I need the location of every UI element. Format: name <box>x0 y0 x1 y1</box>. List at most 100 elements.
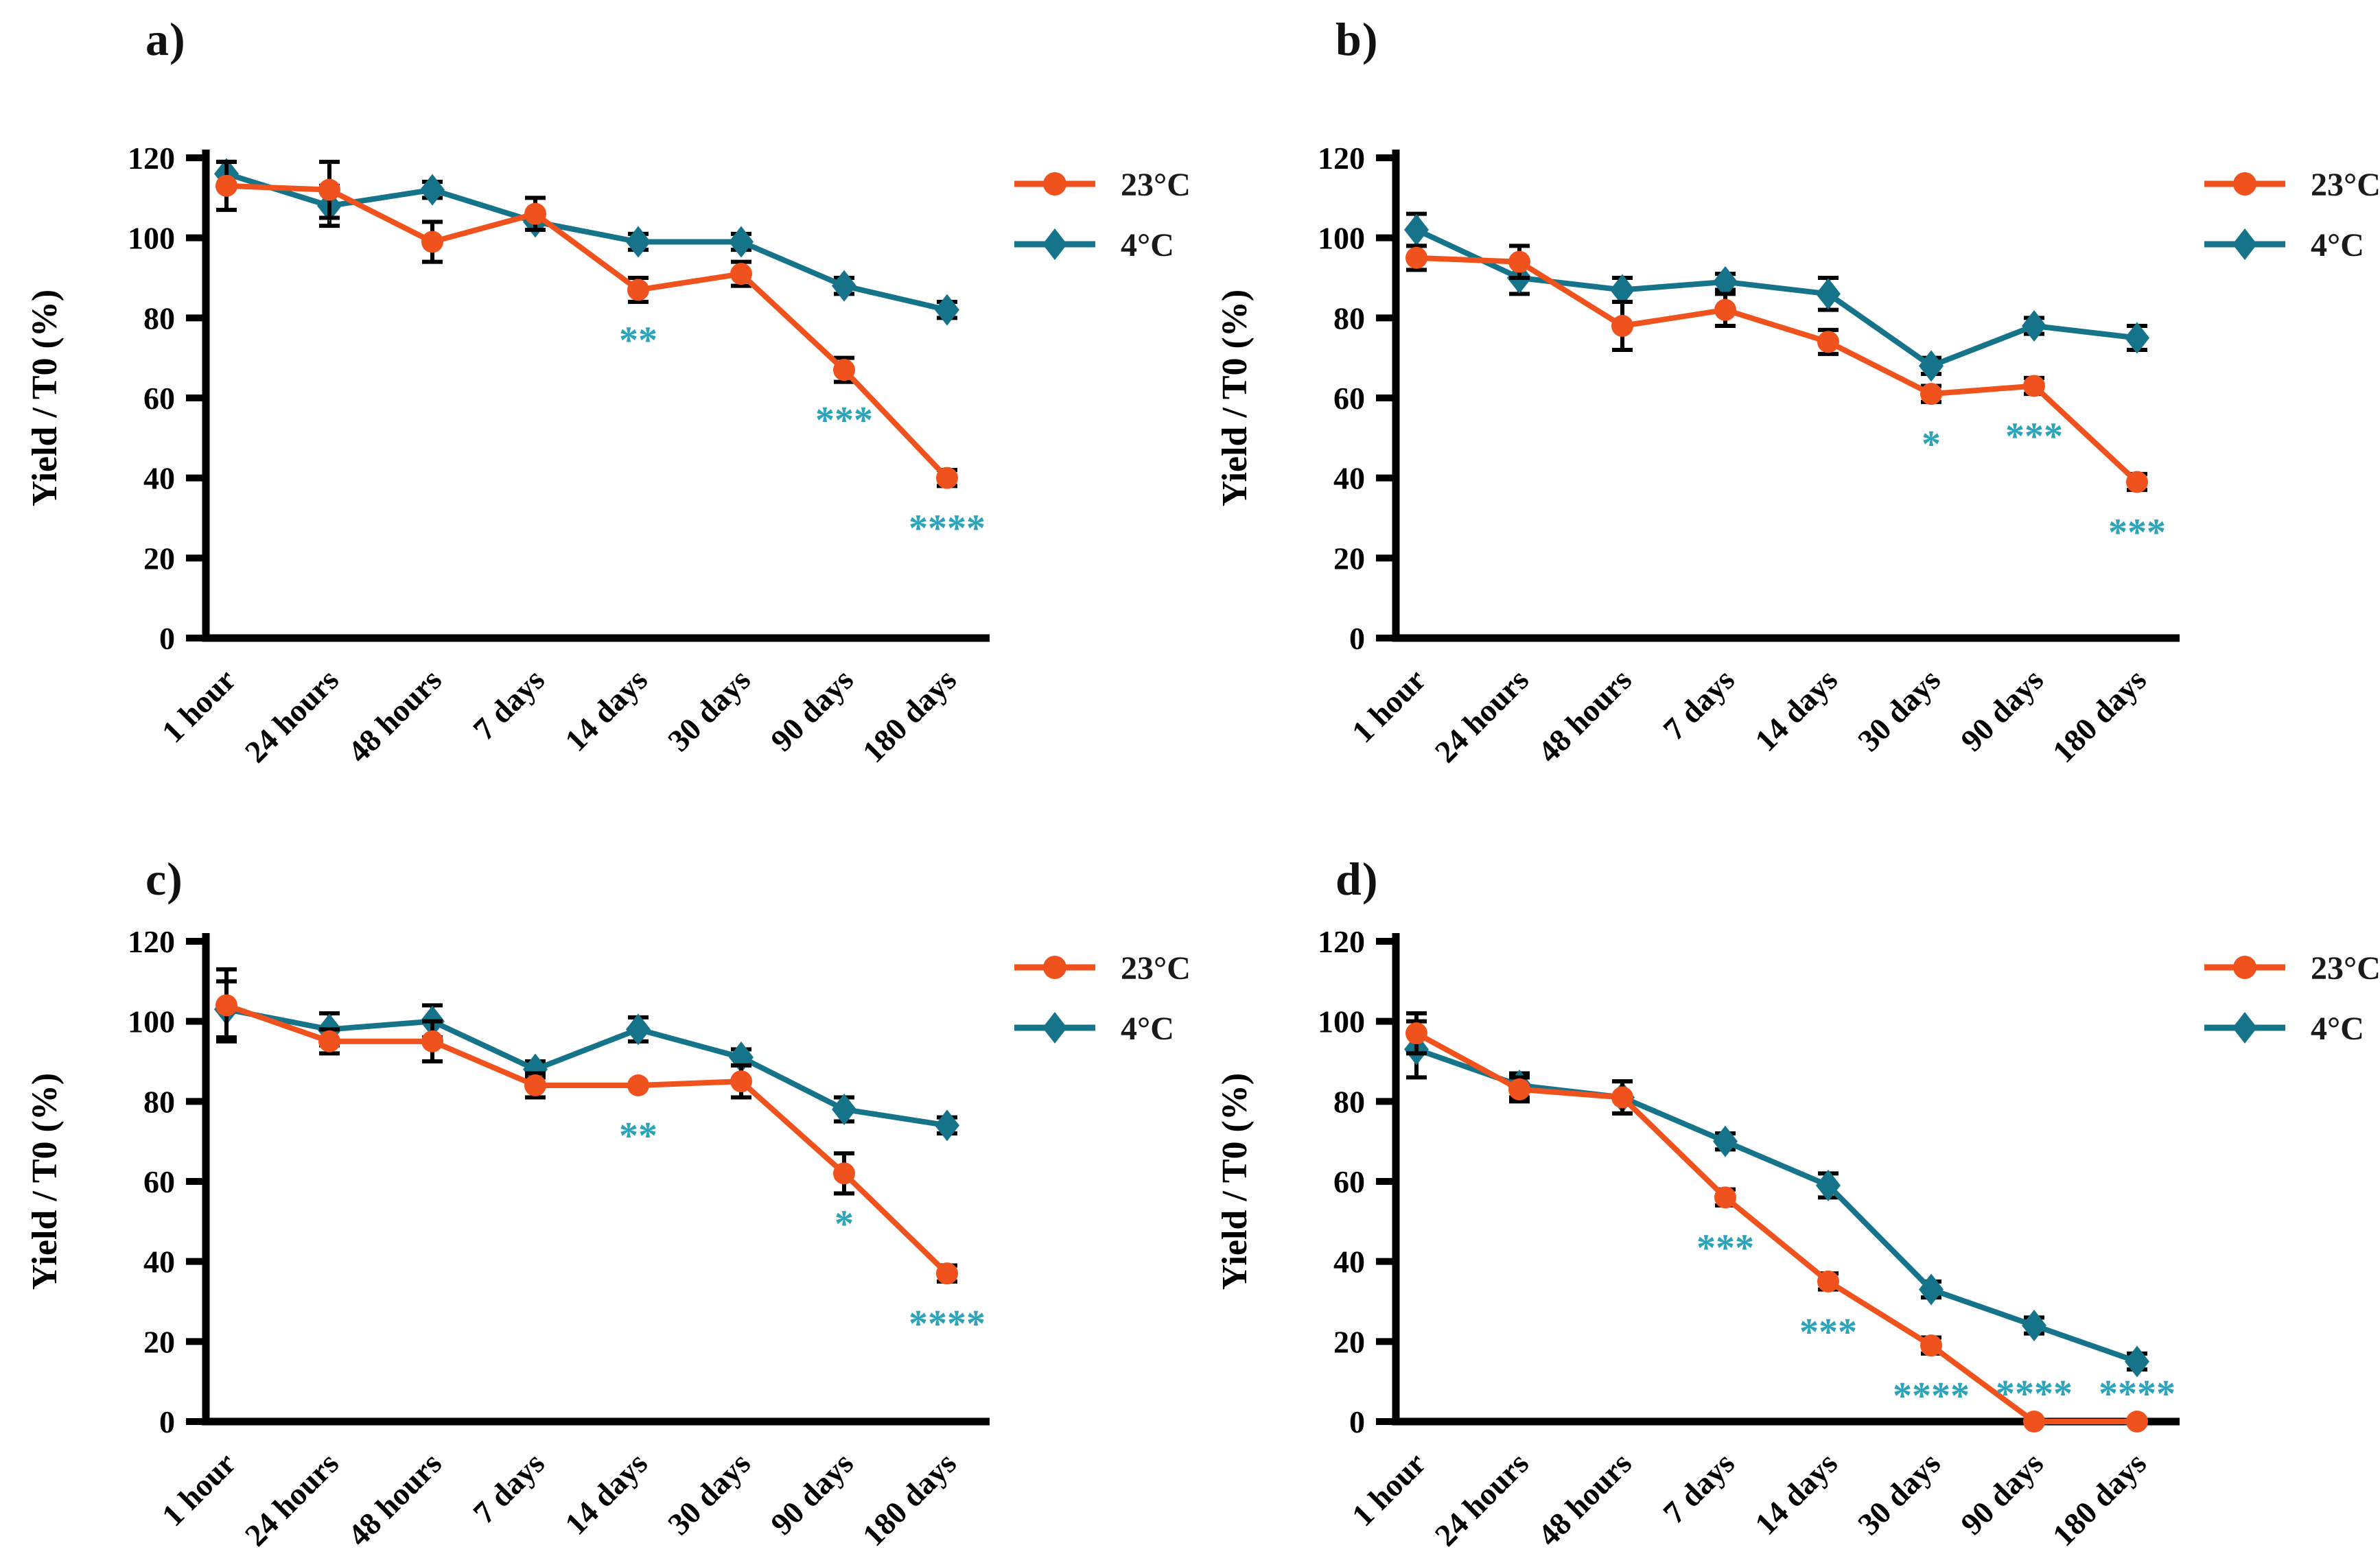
series-line <box>226 182 949 480</box>
y-tick-label: 20 <box>143 541 175 576</box>
data-point-circle <box>1405 246 1427 269</box>
x-tick-label: 7 days <box>1656 1446 1741 1531</box>
data-point-circle <box>2126 471 2148 493</box>
y-tick-label: 100 <box>1318 221 1365 256</box>
y-tick-label: 80 <box>1333 1084 1365 1119</box>
y-tick-label: 0 <box>1349 1404 1365 1439</box>
data-point-circle <box>833 359 855 381</box>
axes <box>202 933 990 1426</box>
axes <box>1392 150 2180 642</box>
y-axis-title: Yield / T0 (%) <box>25 290 65 506</box>
legend-label: 4°C <box>2311 1011 2364 1047</box>
series-4c <box>1404 211 2149 382</box>
x-tick-label: 24 hours <box>238 1446 345 1553</box>
significance-stars: **** <box>2099 1373 2175 1415</box>
legend-item-4c: 4°C <box>2204 1011 2364 1047</box>
panel-b: b) 0 20 40 60 80 100 120 1 hour 24 hours 48 hours… <box>1190 0 2380 784</box>
data-point-diamond <box>1816 278 1841 310</box>
data-point-circle <box>215 174 237 197</box>
data-point-circle <box>1405 1022 1427 1045</box>
data-point-circle <box>1714 298 1736 321</box>
data-point-circle <box>2023 375 2045 397</box>
axes <box>1392 933 2180 1426</box>
series-line <box>1415 1030 2137 1424</box>
data-point-diamond <box>1713 1125 1738 1157</box>
y-tick-label: 60 <box>1333 381 1365 416</box>
series-line <box>225 171 948 313</box>
legend-marker-diamond <box>1042 1012 1067 1044</box>
x-tick-label: 90 days <box>764 1446 860 1542</box>
x-tick-label: 180 days <box>856 1446 963 1553</box>
significance-stars: ** <box>619 320 657 362</box>
panel-c-label: c) <box>145 853 183 905</box>
legend-marker-circle <box>1043 956 1066 979</box>
x-tick-label: 14 days <box>1748 1446 1844 1542</box>
x-tick-label: 24 hours <box>238 662 345 769</box>
data-point-circle <box>936 1262 958 1285</box>
panel-a: a) 0 20 40 60 80 100 120 1 hour 24 hours 48 hours… <box>0 0 1190 784</box>
data-point-circle <box>421 1030 443 1052</box>
legend-marker-circle <box>2233 172 2256 196</box>
data-point-circle <box>730 1070 752 1093</box>
y-tick-label: 40 <box>143 1245 175 1280</box>
x-tick-label: 48 hours <box>341 1446 448 1553</box>
data-point-circle <box>627 1074 649 1096</box>
series-4c <box>214 979 959 1142</box>
y-tick-label: 60 <box>143 1164 175 1199</box>
axes <box>202 150 990 642</box>
data-point-circle <box>524 1074 546 1096</box>
data-point-circle <box>1508 250 1530 273</box>
legend-item-4c: 4°C <box>1014 227 1174 263</box>
data-point-diamond <box>2022 1310 2046 1341</box>
significance-stars: **** <box>1996 1373 2073 1415</box>
x-tick-label: 7 days <box>1656 662 1741 747</box>
series-23c <box>1405 1011 2148 1433</box>
x-tick-label: 48 hours <box>1531 1446 1638 1553</box>
y-axis-title: Yield / T0 (%) <box>1215 290 1255 506</box>
series-23c <box>215 967 958 1285</box>
data-point-circle <box>1920 383 1942 405</box>
panel-c: c) 0 20 40 60 80 100 120 1 hour 24 hours 48 hours… <box>0 784 1190 1567</box>
data-point-diamond <box>729 226 754 258</box>
data-point-diamond <box>832 270 856 302</box>
data-point-circle <box>936 467 958 489</box>
x-tick-label: 180 days <box>2046 1446 2153 1553</box>
data-point-circle <box>730 263 752 285</box>
data-point-diamond <box>2125 322 2149 354</box>
data-point-circle <box>627 279 649 301</box>
legend-item-4c: 4°C <box>2204 227 2364 263</box>
y-tick-label: 100 <box>128 1004 175 1039</box>
legend-label: 23°C <box>2311 950 2380 987</box>
y-tick-label: 100 <box>1318 1004 1365 1039</box>
data-point-diamond <box>1713 266 1738 298</box>
data-point-circle <box>421 231 443 253</box>
y-tick-label: 20 <box>143 1324 175 1359</box>
y-tick-label: 0 <box>1349 621 1365 656</box>
y-tick-label: 60 <box>1333 1164 1365 1199</box>
data-point-circle <box>318 1030 340 1052</box>
significance-stars: **** <box>909 508 985 550</box>
significance-stars: * <box>1922 423 1941 466</box>
panel-d-label: d) <box>1335 853 1379 905</box>
data-point-diamond <box>1610 274 1635 306</box>
data-point-diamond <box>832 1094 856 1125</box>
y-tick-label: 0 <box>159 1404 175 1439</box>
y-tick-label: 120 <box>1318 924 1365 959</box>
y-tick-label: 60 <box>143 381 175 416</box>
data-point-circle <box>1817 331 1839 353</box>
x-tick-label: 1 hour <box>155 662 242 749</box>
data-point-diamond <box>935 1109 959 1142</box>
data-point-diamond <box>935 294 959 326</box>
y-tick-label: 40 <box>1333 461 1365 496</box>
data-point-circle <box>833 1162 855 1185</box>
data-point-diamond <box>1816 1169 1841 1201</box>
x-tick-label: 48 hours <box>341 662 448 769</box>
x-tick-label: 48 hours <box>1531 662 1638 769</box>
data-point-diamond <box>420 174 445 206</box>
data-point-circle <box>318 178 340 201</box>
legend-marker-diamond <box>2232 228 2257 260</box>
x-tick-label: 30 days <box>661 1446 757 1542</box>
significance-stars: ** <box>619 1115 657 1157</box>
